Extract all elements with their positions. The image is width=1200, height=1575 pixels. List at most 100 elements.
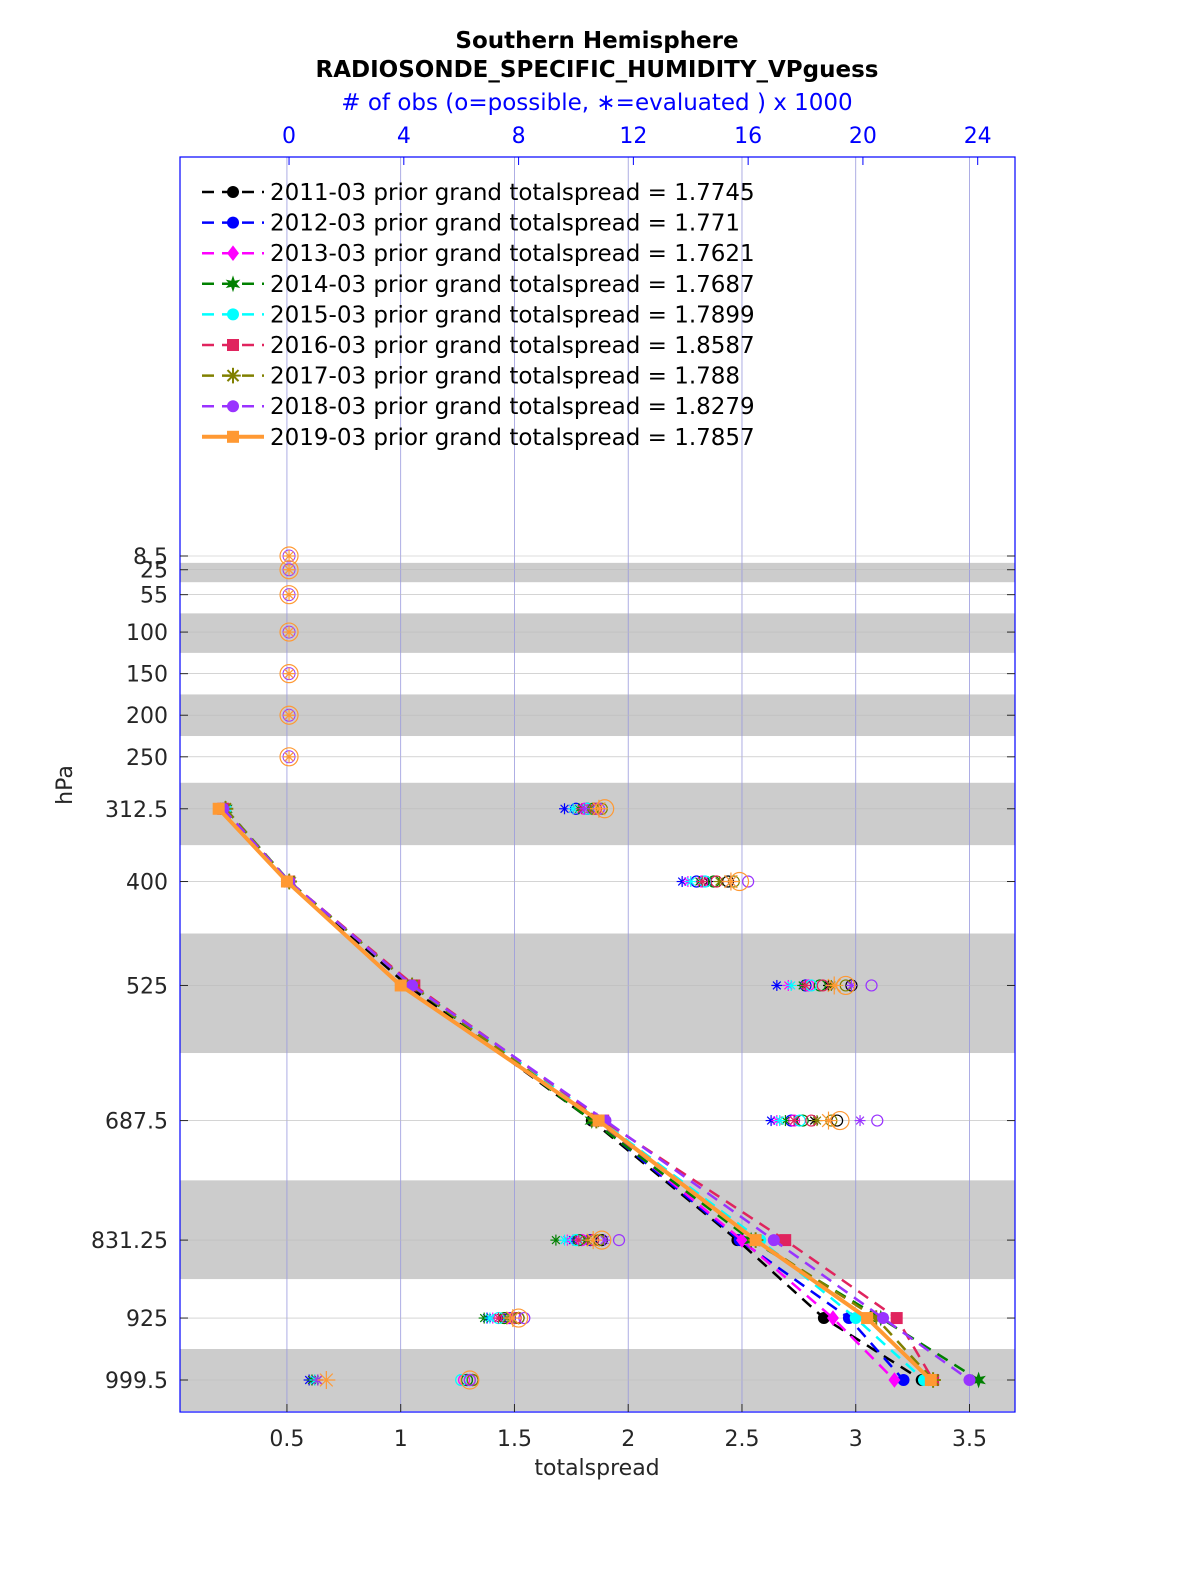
obs-possible-marker (865, 979, 878, 992)
obs-evaluated-marker (788, 1115, 800, 1127)
data-point (890, 1312, 903, 1325)
y-tick-label: 925 (126, 1307, 168, 1332)
obs-evaluated-marker (283, 563, 296, 576)
obs-star-stroke (812, 1116, 822, 1125)
obs-evaluated-marker (283, 626, 296, 639)
obs-star-stroke (724, 874, 738, 889)
legend-marker (227, 308, 239, 321)
legend-marker (227, 400, 239, 413)
obs-star-stroke (284, 627, 294, 637)
obs-evaluated-marker (503, 1309, 522, 1328)
legend-label: 2014-03 prior grand totalspread = 1.7687 (270, 272, 755, 298)
y-tick-label: 999.5 (105, 1369, 168, 1394)
obs-evaluated-marker (685, 876, 697, 888)
y-tick-label: 250 (126, 746, 168, 771)
data-point (963, 1374, 976, 1386)
marker-stroke (226, 369, 240, 382)
data-point (897, 1374, 910, 1386)
obs-star-stroke (772, 981, 782, 990)
obs-star-stroke (284, 710, 294, 720)
obs-evaluated-marker (854, 1115, 866, 1127)
legend-marker (227, 245, 239, 261)
y-tick-label: 25 (140, 559, 168, 584)
obs-evaluated-marker (493, 1312, 505, 1324)
data-point (212, 802, 225, 815)
obs-star-stroke (551, 1235, 561, 1245)
chart-subtitle: RADIOSONDE_SPECIFIC_HUMIDITY_VPguess (316, 57, 879, 83)
y-tick-label: 55 (140, 584, 168, 609)
obs-star-stroke (855, 1116, 865, 1125)
obs-star-stroke (827, 978, 842, 993)
chart-title: Southern Hemisphere (455, 28, 738, 54)
obs-evaluated-marker (771, 979, 783, 991)
obs-evaluated-marker (283, 709, 296, 722)
y-tick-label: 200 (126, 704, 168, 729)
obs-evaluated-marker (774, 1115, 786, 1127)
obs-evaluated-marker (584, 1231, 603, 1250)
obs-evaluated-marker (317, 1371, 336, 1389)
data-point (767, 1234, 780, 1247)
data-point (817, 1312, 830, 1325)
obs-star-stroke (801, 981, 810, 990)
x-tick-label: 3.5 (952, 1427, 987, 1452)
obs-star-stroke (506, 1311, 520, 1325)
x-tick-label: 1.5 (497, 1427, 532, 1452)
top-tick-label: 4 (397, 124, 411, 149)
data-point (592, 1114, 605, 1127)
data-point (849, 1312, 862, 1325)
legend-marker (227, 430, 239, 443)
x-axis-label: totalspread (534, 1456, 659, 1481)
data-point (924, 1374, 937, 1386)
obs-possible-marker (460, 1370, 480, 1390)
obs-star-stroke (789, 1116, 799, 1125)
obs-star-stroke (560, 804, 569, 814)
obs-evaluated-marker (696, 876, 708, 888)
series-lines (212, 800, 986, 1389)
legend-marker (227, 339, 239, 351)
top-axis-label: # of obs (o=possible, ∗=evaluated ) x 10… (341, 90, 852, 116)
x-tick-label: 0.5 (269, 1427, 304, 1452)
top-tick-label: 8 (512, 124, 526, 149)
obs-star-stroke (786, 981, 796, 990)
obs-star-stroke (284, 752, 294, 762)
obs-possible-marker (466, 1373, 479, 1387)
obs-evaluated-marker (559, 1234, 571, 1246)
y-tick-label: 687.5 (105, 1110, 168, 1135)
obs-star-stroke (284, 589, 294, 600)
y-tick-label: 150 (126, 663, 168, 688)
grid-lines (180, 157, 1015, 1412)
data-point (749, 1234, 762, 1247)
y-tick-label: 100 (126, 621, 168, 646)
obs-evaluated-marker (800, 979, 812, 991)
obs-evaluated-marker (283, 550, 296, 562)
top-tick-label: 20 (849, 124, 877, 149)
obs-possible-marker (463, 1373, 476, 1387)
top-tick-label: 12 (619, 124, 647, 149)
data-point (280, 875, 293, 888)
obs-star-stroke (686, 877, 696, 886)
x-tick-label: 2.5 (724, 1427, 759, 1452)
obs-star-stroke (775, 1116, 785, 1125)
legend-marker (225, 367, 241, 384)
data-point (877, 1312, 890, 1325)
x-tick-label: 3 (849, 1427, 863, 1452)
level-band (180, 933, 1015, 1054)
y-axis-label: hPa (53, 765, 78, 805)
data-point (406, 979, 419, 992)
obs-possible-marker (871, 1114, 884, 1127)
y-tick-label: 525 (126, 974, 168, 999)
obs-possible-marker (742, 875, 755, 888)
obs-possible-marker (279, 664, 299, 684)
obs-count-markers (279, 546, 884, 1390)
y-tick-label: 400 (126, 871, 168, 896)
legend-label: 2016-03 prior grand totalspread = 1.8587 (270, 333, 755, 359)
obs-possible-marker (457, 1373, 471, 1387)
obs-evaluated-marker (283, 667, 296, 680)
obs-star-stroke (319, 1373, 334, 1387)
x-tick-label: 2 (621, 1427, 635, 1452)
top-tick-label: 0 (282, 124, 296, 149)
obs-star-stroke (494, 1313, 503, 1323)
obs-evaluated-marker (819, 1111, 838, 1130)
level-band (180, 613, 1015, 653)
obs-star-stroke (568, 804, 578, 814)
